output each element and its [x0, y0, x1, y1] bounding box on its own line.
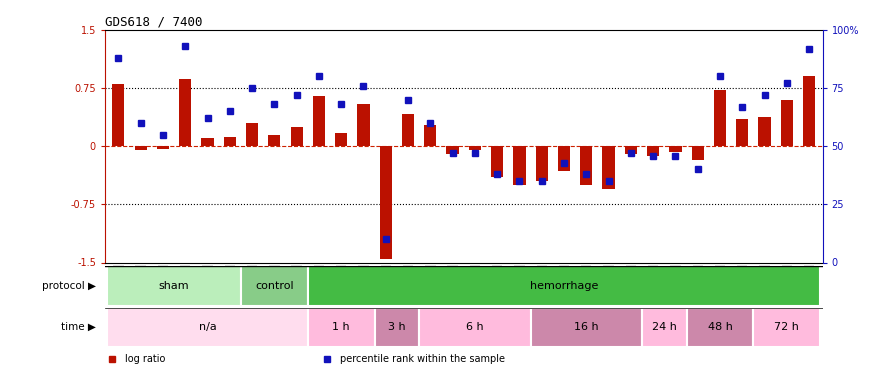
- Text: 16 h: 16 h: [574, 322, 598, 332]
- Text: n/a: n/a: [199, 322, 216, 332]
- Bar: [753, 308, 820, 347]
- Text: 24 h: 24 h: [652, 322, 676, 332]
- Bar: [691, 146, 704, 160]
- Text: 1 h: 1 h: [332, 322, 350, 332]
- Bar: [419, 308, 530, 347]
- Bar: [558, 146, 570, 171]
- Bar: [135, 146, 147, 150]
- Bar: [603, 146, 615, 189]
- Bar: [108, 308, 308, 347]
- Bar: [402, 114, 414, 146]
- Bar: [308, 266, 820, 306]
- Bar: [374, 308, 419, 347]
- Bar: [780, 100, 793, 146]
- Bar: [647, 146, 659, 156]
- Bar: [642, 308, 687, 347]
- Text: protocol ▶: protocol ▶: [42, 281, 96, 291]
- Bar: [491, 146, 503, 177]
- Text: log ratio: log ratio: [125, 354, 165, 364]
- Bar: [446, 146, 458, 154]
- Bar: [759, 117, 771, 146]
- Bar: [469, 146, 481, 150]
- Bar: [357, 104, 369, 146]
- Bar: [580, 146, 592, 185]
- Text: 3 h: 3 h: [388, 322, 406, 332]
- Bar: [380, 146, 392, 259]
- Text: control: control: [255, 281, 294, 291]
- Bar: [224, 137, 236, 146]
- Text: percentile rank within the sample: percentile rank within the sample: [340, 354, 506, 364]
- Bar: [108, 266, 241, 306]
- Text: 6 h: 6 h: [466, 322, 484, 332]
- Bar: [625, 146, 637, 154]
- Bar: [112, 84, 124, 146]
- Bar: [335, 133, 347, 146]
- Text: 48 h: 48 h: [708, 322, 732, 332]
- Bar: [530, 308, 642, 347]
- Text: hemorrhage: hemorrhage: [530, 281, 598, 291]
- Bar: [246, 123, 258, 146]
- Bar: [201, 138, 214, 146]
- Bar: [536, 146, 548, 181]
- Bar: [424, 124, 437, 146]
- Bar: [290, 127, 303, 146]
- Bar: [179, 79, 192, 146]
- Bar: [687, 308, 753, 347]
- Bar: [736, 119, 748, 146]
- Bar: [308, 308, 374, 347]
- Bar: [157, 146, 169, 149]
- Text: GDS618 / 7400: GDS618 / 7400: [105, 16, 202, 29]
- Text: sham: sham: [158, 281, 189, 291]
- Bar: [714, 90, 726, 146]
- Text: time ▶: time ▶: [61, 322, 96, 332]
- Bar: [514, 146, 526, 185]
- Bar: [803, 76, 816, 146]
- Bar: [269, 135, 281, 146]
- Bar: [669, 146, 682, 153]
- Bar: [241, 266, 308, 306]
- Bar: [312, 96, 325, 146]
- Text: 72 h: 72 h: [774, 322, 799, 332]
